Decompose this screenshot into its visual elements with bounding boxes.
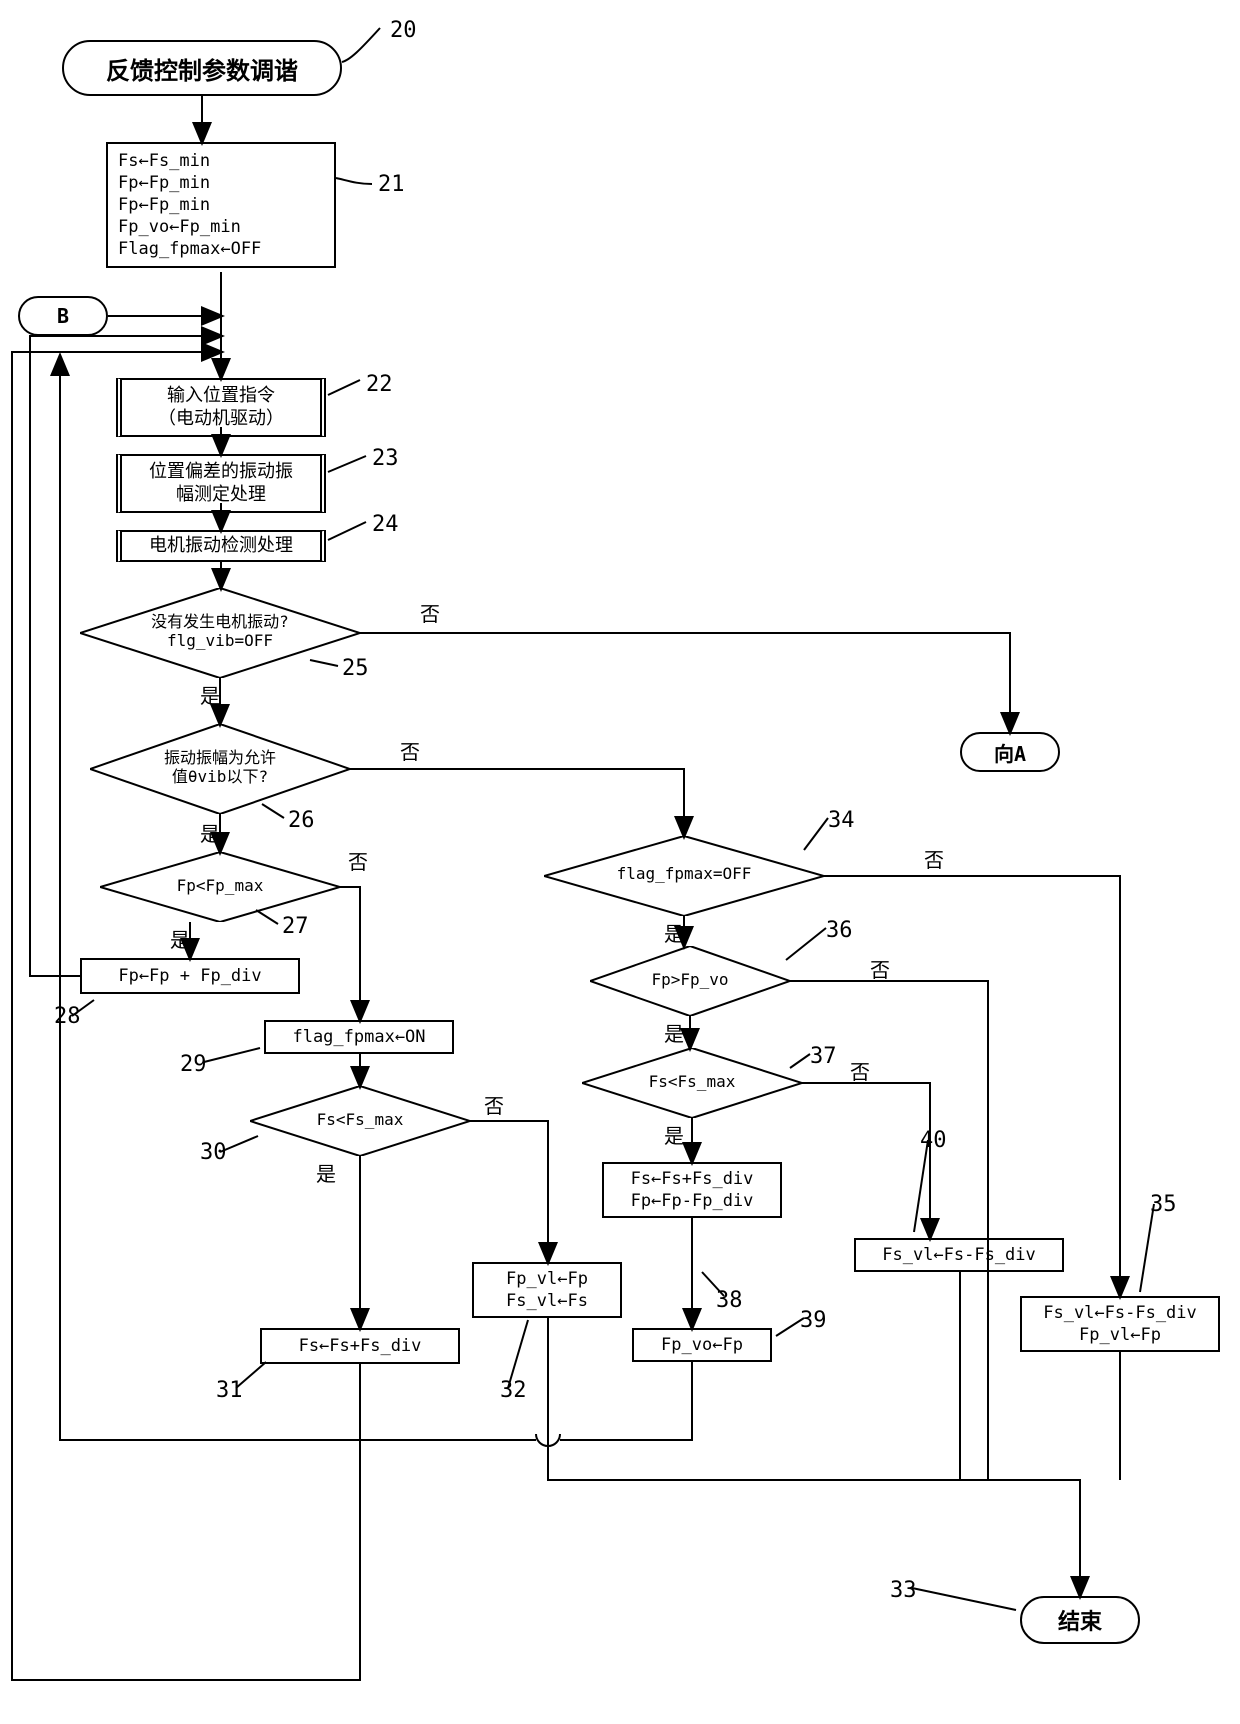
- d36-yes: 是: [664, 1018, 684, 1047]
- d34-decision: flag_fpmax=OFF: [544, 836, 824, 916]
- ref-31: 31: [216, 1378, 243, 1403]
- d27-label: Fp<Fp_max: [177, 876, 264, 895]
- n32-label: Fp_vl←Fp Fs_vl←Fs: [506, 1268, 588, 1312]
- n24-subproc: 电机振动检测处理: [116, 530, 326, 562]
- d26-label: 振动振幅为允许 值θvib以下?: [164, 748, 276, 786]
- end-label: 结束: [1058, 1604, 1102, 1636]
- d25-decision: 没有发生电机振动? flg_vib=OFF: [80, 588, 360, 678]
- d30-no: 否: [484, 1090, 504, 1119]
- ref-28: 28: [54, 1004, 81, 1029]
- connector-b: B: [18, 296, 108, 336]
- connB-label: B: [57, 304, 69, 328]
- ref-20: 20: [390, 18, 417, 43]
- d25-label: 没有发生电机振动? flg_vib=OFF: [151, 612, 289, 650]
- flowchart-canvas: 反馈控制参数调谐 20 Fs←Fs_min Fp←Fp_min Fp←Fp_mi…: [0, 0, 1240, 1724]
- ref-34: 34: [828, 808, 855, 833]
- d30-decision: Fs<Fs_max: [250, 1086, 470, 1156]
- n29-process: flag_fpmax←ON: [264, 1020, 454, 1054]
- n29-label: flag_fpmax←ON: [292, 1026, 425, 1048]
- ref-38: 38: [716, 1288, 743, 1313]
- d37-label: Fs<Fs_max: [649, 1072, 736, 1091]
- ref-23: 23: [372, 446, 399, 471]
- ref-29: 29: [180, 1052, 207, 1077]
- n21-l1: Fs←Fs_min: [118, 150, 210, 172]
- ref-22: 22: [366, 372, 393, 397]
- ref-26: 26: [288, 808, 315, 833]
- start-terminal: 反馈控制参数调谐: [62, 40, 342, 96]
- d26-yes: 是: [200, 818, 220, 847]
- n21-l3: Fp←Fp_min: [118, 194, 210, 216]
- ref-39: 39: [800, 1308, 827, 1333]
- d26-decision: 振动振幅为允许 值θvib以下?: [90, 724, 350, 814]
- n23-label: 位置偏差的振动振 幅测定处理: [149, 460, 293, 507]
- ref-36: 36: [826, 918, 853, 943]
- n22-subproc: 输入位置指令 （电动机驱动）: [116, 378, 326, 437]
- d34-label: flag_fpmax=OFF: [617, 864, 752, 883]
- d27-no: 否: [348, 846, 368, 875]
- ref-30: 30: [200, 1140, 227, 1165]
- n35-label: Fs_vl←Fs-Fs_div Fp_vl←Fp: [1043, 1302, 1197, 1346]
- d27-decision: Fp<Fp_max: [100, 852, 340, 922]
- end-terminal: 结束: [1020, 1596, 1140, 1644]
- d36-label: Fp>Fp_vo: [651, 970, 728, 989]
- d36-no: 否: [870, 954, 890, 983]
- n23-subproc: 位置偏差的振动振 幅测定处理: [116, 454, 326, 513]
- n21-l5: Flag_fpmax←OFF: [118, 238, 261, 260]
- d34-no: 否: [924, 844, 944, 873]
- d30-label: Fs<Fs_max: [317, 1110, 404, 1129]
- d34-yes: 是: [664, 918, 684, 947]
- d26-no: 否: [400, 736, 420, 765]
- n31-label: Fs←Fs+Fs_div: [299, 1335, 422, 1357]
- d25-yes: 是: [200, 680, 220, 709]
- connector-a: 向A: [960, 732, 1060, 772]
- n24-label: 电机振动检测处理: [149, 534, 293, 557]
- ref-21: 21: [378, 172, 405, 197]
- connA-label: 向A: [994, 738, 1026, 767]
- ref-27: 27: [282, 914, 309, 939]
- n39-process: Fp_vo←Fp: [632, 1328, 772, 1362]
- n21-l4: Fp_vo←Fp_min: [118, 216, 241, 238]
- n35-process: Fs_vl←Fs-Fs_div Fp_vl←Fp: [1020, 1296, 1220, 1352]
- n38-process: Fs←Fs+Fs_div Fp←Fp-Fp_div: [602, 1162, 782, 1218]
- ref-25: 25: [342, 656, 369, 681]
- init-process: Fs←Fs_min Fp←Fp_min Fp←Fp_min Fp_vo←Fp_m…: [106, 142, 336, 268]
- n21-l2: Fp←Fp_min: [118, 172, 210, 194]
- start-label: 反馈控制参数调谐: [106, 51, 298, 86]
- d25-no: 否: [420, 598, 440, 627]
- d30-yes: 是: [316, 1158, 336, 1187]
- d37-no: 否: [850, 1056, 870, 1085]
- n39-label: Fp_vo←Fp: [661, 1334, 743, 1356]
- ref-40: 40: [920, 1128, 947, 1153]
- n22-label: 输入位置指令 （电动机驱动）: [158, 384, 284, 431]
- d36-decision: Fp>Fp_vo: [590, 946, 790, 1016]
- n40-process: Fs_vl←Fs-Fs_div: [854, 1238, 1064, 1272]
- ref-35: 35: [1150, 1192, 1177, 1217]
- n28-label: Fp←Fp + Fp_div: [118, 965, 261, 987]
- n32-process: Fp_vl←Fp Fs_vl←Fs: [472, 1262, 622, 1318]
- d37-decision: Fs<Fs_max: [582, 1048, 802, 1118]
- n28-process: Fp←Fp + Fp_div: [80, 958, 300, 994]
- ref-33: 33: [890, 1578, 917, 1603]
- n31-process: Fs←Fs+Fs_div: [260, 1328, 460, 1364]
- ref-32: 32: [500, 1378, 527, 1403]
- ref-24: 24: [372, 512, 399, 537]
- n40-label: Fs_vl←Fs-Fs_div: [882, 1244, 1036, 1266]
- d37-yes: 是: [664, 1120, 684, 1149]
- ref-37: 37: [810, 1044, 837, 1069]
- d27-yes: 是: [170, 924, 190, 953]
- n38-label: Fs←Fs+Fs_div Fp←Fp-Fp_div: [631, 1168, 754, 1212]
